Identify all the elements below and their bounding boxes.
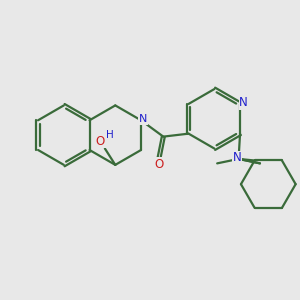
Text: O: O: [154, 158, 164, 171]
Text: N: N: [239, 96, 248, 109]
Text: O: O: [96, 135, 105, 148]
Text: N: N: [139, 114, 147, 124]
Text: H: H: [106, 130, 114, 140]
Text: N: N: [233, 151, 242, 164]
